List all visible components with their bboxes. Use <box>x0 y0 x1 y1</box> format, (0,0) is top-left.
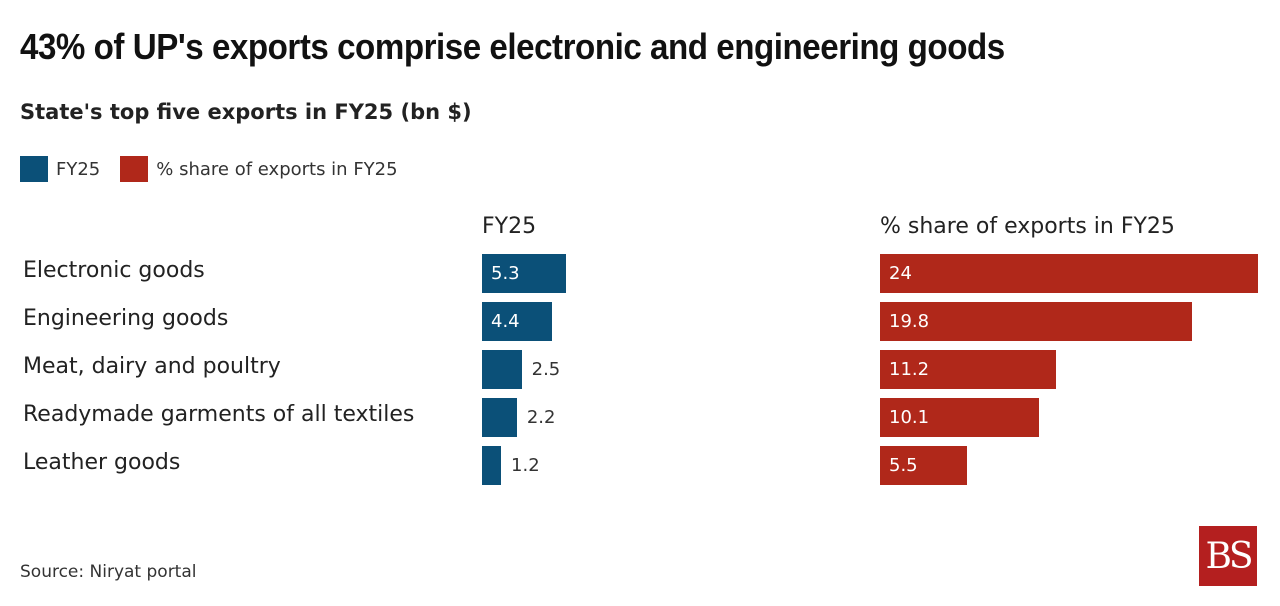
panel-header-fy25: FY25 <box>482 214 537 239</box>
data-label: 24 <box>889 263 912 284</box>
chart-title: 43% of UP's exports comprise electronic … <box>20 26 1005 67</box>
bar <box>880 446 967 485</box>
data-label: 5.5 <box>889 455 918 476</box>
data-label: 19.8 <box>889 311 930 332</box>
panel-header-share: % share of exports in FY25 <box>880 214 1175 239</box>
legend: FY25 % share of exports in FY25 <box>20 156 418 182</box>
data-label: 5.3 <box>491 263 520 284</box>
data-label: 1.2 <box>511 455 540 476</box>
bar <box>880 302 1192 341</box>
data-label: 11.2 <box>889 359 930 380</box>
category-label: Leather goods <box>23 450 181 475</box>
bar <box>482 350 522 389</box>
chart-subtitle: State's top five exports in FY25 (bn $) <box>20 100 472 124</box>
data-label: 2.5 <box>531 359 561 380</box>
data-label: 10.1 <box>889 407 930 428</box>
data-label: 4.4 <box>491 311 520 332</box>
bar <box>482 302 552 341</box>
bar <box>482 254 566 293</box>
legend-item-fy25: FY25 <box>20 156 100 182</box>
category-label: Electronic goods <box>23 258 205 283</box>
legend-item-share: % share of exports in FY25 <box>120 156 398 182</box>
bar <box>880 254 1258 293</box>
bar <box>482 398 517 437</box>
category-label: Meat, dairy and poultry <box>23 354 281 379</box>
legend-swatch <box>20 156 48 182</box>
source-note: Source: Niryat portal <box>20 562 197 582</box>
legend-label: FY25 <box>56 158 101 180</box>
bs-logo: BS <box>1199 526 1257 586</box>
category-label: Readymade garments of all textiles <box>23 402 415 427</box>
category-label: Engineering goods <box>23 306 229 331</box>
legend-swatch <box>120 156 149 182</box>
legend-label: % share of exports in FY25 <box>156 158 398 180</box>
data-label: 2.2 <box>526 407 556 428</box>
bar <box>482 446 502 485</box>
bar <box>880 398 1040 437</box>
bar <box>880 350 1057 389</box>
